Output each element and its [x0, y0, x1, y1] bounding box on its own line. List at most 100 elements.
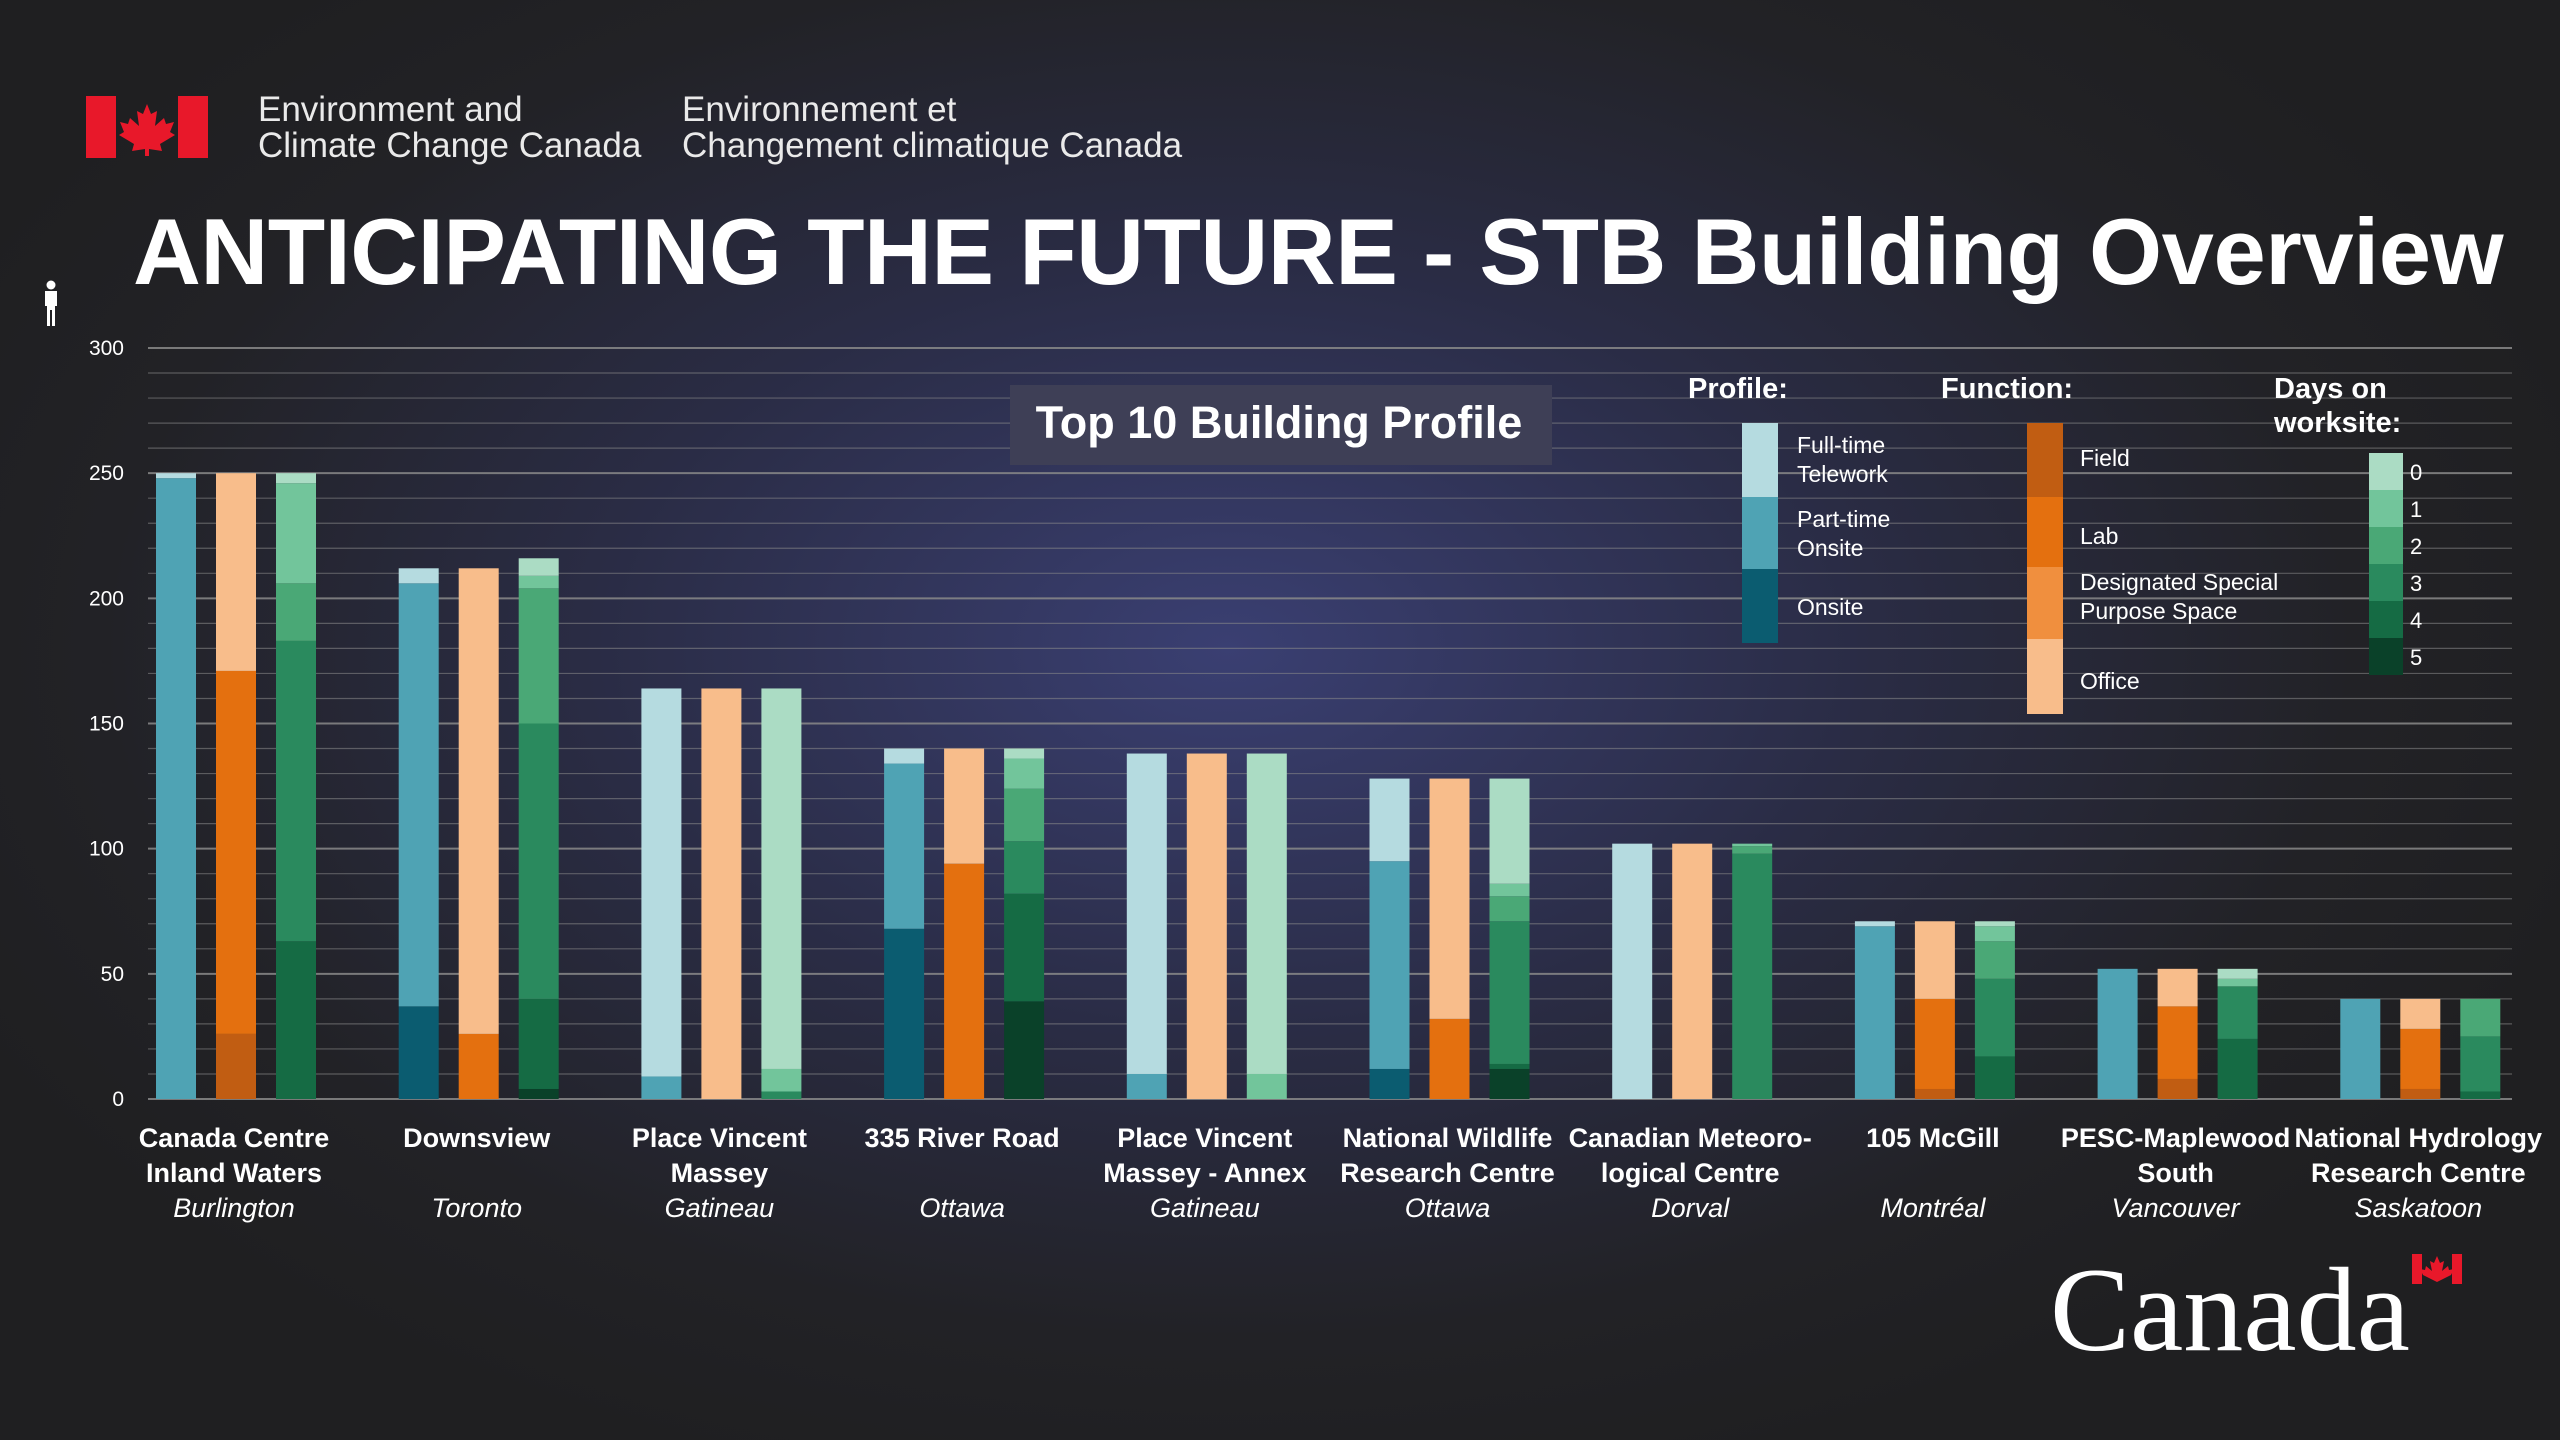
x-axis-building-label: Massey	[671, 1158, 769, 1188]
days-bar-segment	[518, 998, 559, 1089]
profile-bar-segment	[1854, 921, 1895, 927]
x-axis-building-label: Canada Centre	[139, 1123, 330, 1153]
days-bar-segment	[1489, 921, 1530, 1064]
days-bar-segment	[1246, 753, 1287, 1074]
days-bar-segment	[1974, 921, 2015, 927]
days-bar-segment	[1489, 1068, 1530, 1099]
x-axis-building-label: logical Centre	[1601, 1158, 1780, 1188]
profile-bar-segment	[2340, 998, 2381, 1099]
department-name-french-line2: Changement climatique Canada	[682, 126, 1183, 165]
function-bar-segment	[1429, 778, 1470, 1019]
days-bar-segment	[1489, 896, 1530, 922]
profile-legend-title: Profile:	[1688, 373, 1788, 405]
profile-bar-segment	[1612, 843, 1653, 1099]
days-bar-segment	[1732, 853, 1773, 1099]
function-legend-swatch	[2027, 423, 2063, 497]
days-bar-segment	[276, 583, 316, 641]
x-axis-building-label: Research Centre	[2311, 1158, 2526, 1188]
x-axis-building-label: Inland Waters	[146, 1158, 322, 1188]
x-axis-city-label: Vancouver	[2112, 1193, 2241, 1223]
profile-bar-segment	[1854, 926, 1895, 1099]
function-legend-swatch	[2027, 497, 2063, 567]
days-bar-segment	[1974, 1056, 2015, 1099]
function-legend-label: Designated Special	[2080, 569, 2278, 595]
days-bar-segment	[2217, 968, 2258, 979]
profile-bar-segment	[1369, 778, 1410, 862]
profile-bar-segment	[1126, 753, 1167, 1074]
legend: Profile: Full-time Telework Part-time Onsite…	[1688, 373, 2422, 714]
function-bar-segment	[2400, 1088, 2441, 1099]
days-legend-label: 2	[2410, 534, 2422, 559]
function-bar-segment	[2157, 1006, 2198, 1079]
days-bar-segment	[1004, 893, 1045, 1002]
function-legend-label: Lab	[2080, 523, 2118, 549]
profile-bar-segment	[884, 928, 925, 1099]
days-bar-segment	[518, 1088, 559, 1099]
department-name-french: Environnement et Changement climatique C…	[682, 92, 1182, 164]
x-axis-city-label: Ottawa	[919, 1193, 1005, 1223]
function-legend-title: Function:	[1941, 373, 2073, 405]
subtitle-panel-background	[1010, 385, 1552, 465]
days-bar-segment	[1246, 1073, 1287, 1099]
profile-bar-segment	[884, 763, 925, 929]
profile-legend-label: Part-time	[1797, 506, 1890, 532]
subtitle-panel: Top 10 Building Profile	[1010, 385, 1552, 465]
x-axis-building-label: Downsview	[403, 1123, 551, 1153]
wordmark-flag-icon	[2412, 1254, 2462, 1284]
department-name-english-line2: Climate Change Canada	[258, 126, 642, 165]
x-axis-city-label: Dorval	[1651, 1193, 1730, 1223]
x-axis-city-label: Saskatoon	[2355, 1193, 2483, 1223]
days-bar-segment	[1004, 788, 1045, 842]
days-legend-swatch	[2369, 601, 2403, 638]
profile-legend-label: Full-time	[1797, 432, 1885, 458]
days-bar-segment	[1974, 926, 2015, 942]
profile-bar-segment	[2097, 968, 2138, 1099]
days-bar-segment	[761, 688, 802, 1069]
days-bar-segment	[518, 575, 559, 589]
department-name-english-line1: Environment and	[258, 90, 523, 129]
y-tick-label: 150	[89, 713, 124, 736]
days-legend-label: 5	[2410, 645, 2422, 670]
x-axis-building-label: Research Centre	[1340, 1158, 1555, 1188]
x-axis-building-label: Canadian Meteoro-	[1569, 1123, 1812, 1153]
x-axis-building-label: Place Vincent	[1117, 1123, 1292, 1153]
y-tick-label: 100	[89, 838, 124, 861]
function-bar-segment	[2157, 968, 2198, 1007]
days-bar-segment	[2217, 978, 2258, 987]
days-bar-segment	[276, 941, 316, 1099]
x-axis-building-label: 335 River Road	[865, 1123, 1060, 1153]
profile-legend-swatch	[1742, 569, 1778, 643]
days-bar-segment	[1004, 841, 1045, 894]
days-bar-segment	[276, 473, 316, 484]
function-bar-segment	[216, 1033, 256, 1099]
function-bar-segment	[216, 670, 256, 1034]
function-bar-segment	[1186, 753, 1227, 1099]
days-legend-label: 4	[2410, 608, 2422, 633]
days-bar-segment	[1732, 846, 1773, 854]
days-legend-swatch	[2369, 638, 2403, 675]
days-legend-swatch	[2369, 453, 2403, 490]
function-bar-segment	[944, 748, 985, 864]
x-axis-building-label: Massey - Annex	[1103, 1158, 1306, 1188]
profile-bar-segment	[398, 1006, 439, 1099]
profile-legend-swatch	[1742, 423, 1778, 497]
profile-bar-segment	[398, 583, 439, 1007]
x-axis-city-label: Burlington	[173, 1193, 295, 1223]
y-tick-label: 300	[89, 337, 124, 360]
days-bar-segment	[518, 558, 559, 576]
y-tick-label: 200	[89, 587, 124, 610]
x-axis-building-label: 105 McGill	[1866, 1123, 2000, 1153]
function-bar-segment	[2157, 1078, 2198, 1099]
days-bar-segment	[2460, 1036, 2501, 1092]
department-name-french-line1: Environnement et	[682, 90, 957, 129]
days-legend-swatch	[2369, 490, 2403, 527]
canada-wordmark-text: Canada	[2050, 1243, 2410, 1370]
days-legend-swatch	[2369, 527, 2403, 564]
profile-legend-label: Onsite	[1797, 535, 1863, 561]
profile-bar-segment	[641, 1076, 682, 1099]
function-bar-segment	[1914, 998, 1955, 1089]
x-axis-building-label: PESC-Maplewood	[2061, 1123, 2291, 1153]
days-bar-segment	[1732, 843, 1773, 847]
y-tick-label: 50	[101, 963, 124, 986]
days-bar-segment	[1489, 1063, 1530, 1069]
